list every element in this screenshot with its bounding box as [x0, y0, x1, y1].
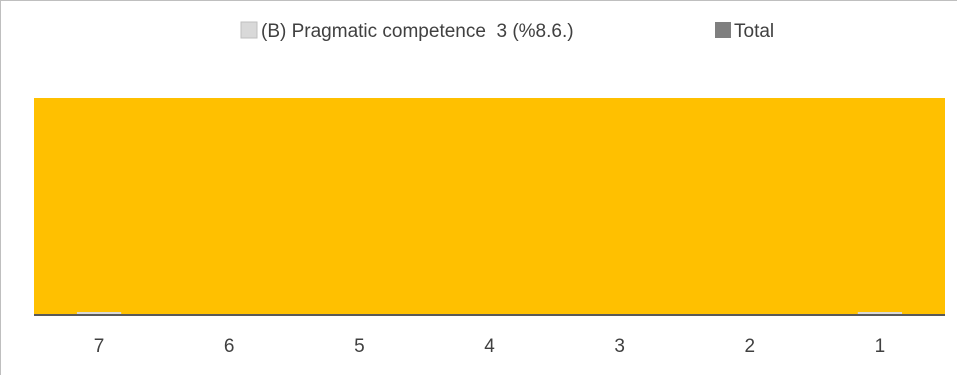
- x-tick-label-3: 3: [614, 336, 625, 357]
- legend-label-total: Total: [734, 21, 774, 42]
- x-tick-label-6: 6: [224, 336, 235, 357]
- x-tick-labels: 7 6 5 4 3 2 1: [94, 336, 885, 357]
- legend: (B) Pragmatic competence 3 (%8.6.) Total: [240, 21, 774, 42]
- legend-swatch-total: [715, 22, 731, 38]
- plot-area-fill: [34, 98, 945, 315]
- x-tick-label-7: 7: [94, 336, 105, 357]
- bar-b-1: [857, 312, 903, 315]
- legend-label-b: (B) Pragmatic competence 3 (%8.6.): [261, 21, 574, 42]
- bar-b-7: [76, 312, 122, 315]
- bars: [76, 312, 903, 315]
- x-tick-label-2: 2: [744, 336, 755, 357]
- x-tick-label-5: 5: [354, 336, 365, 357]
- x-tick-label-4: 4: [484, 336, 495, 357]
- legend-swatch-b: [240, 21, 258, 39]
- x-tick-label-1: 1: [875, 336, 886, 357]
